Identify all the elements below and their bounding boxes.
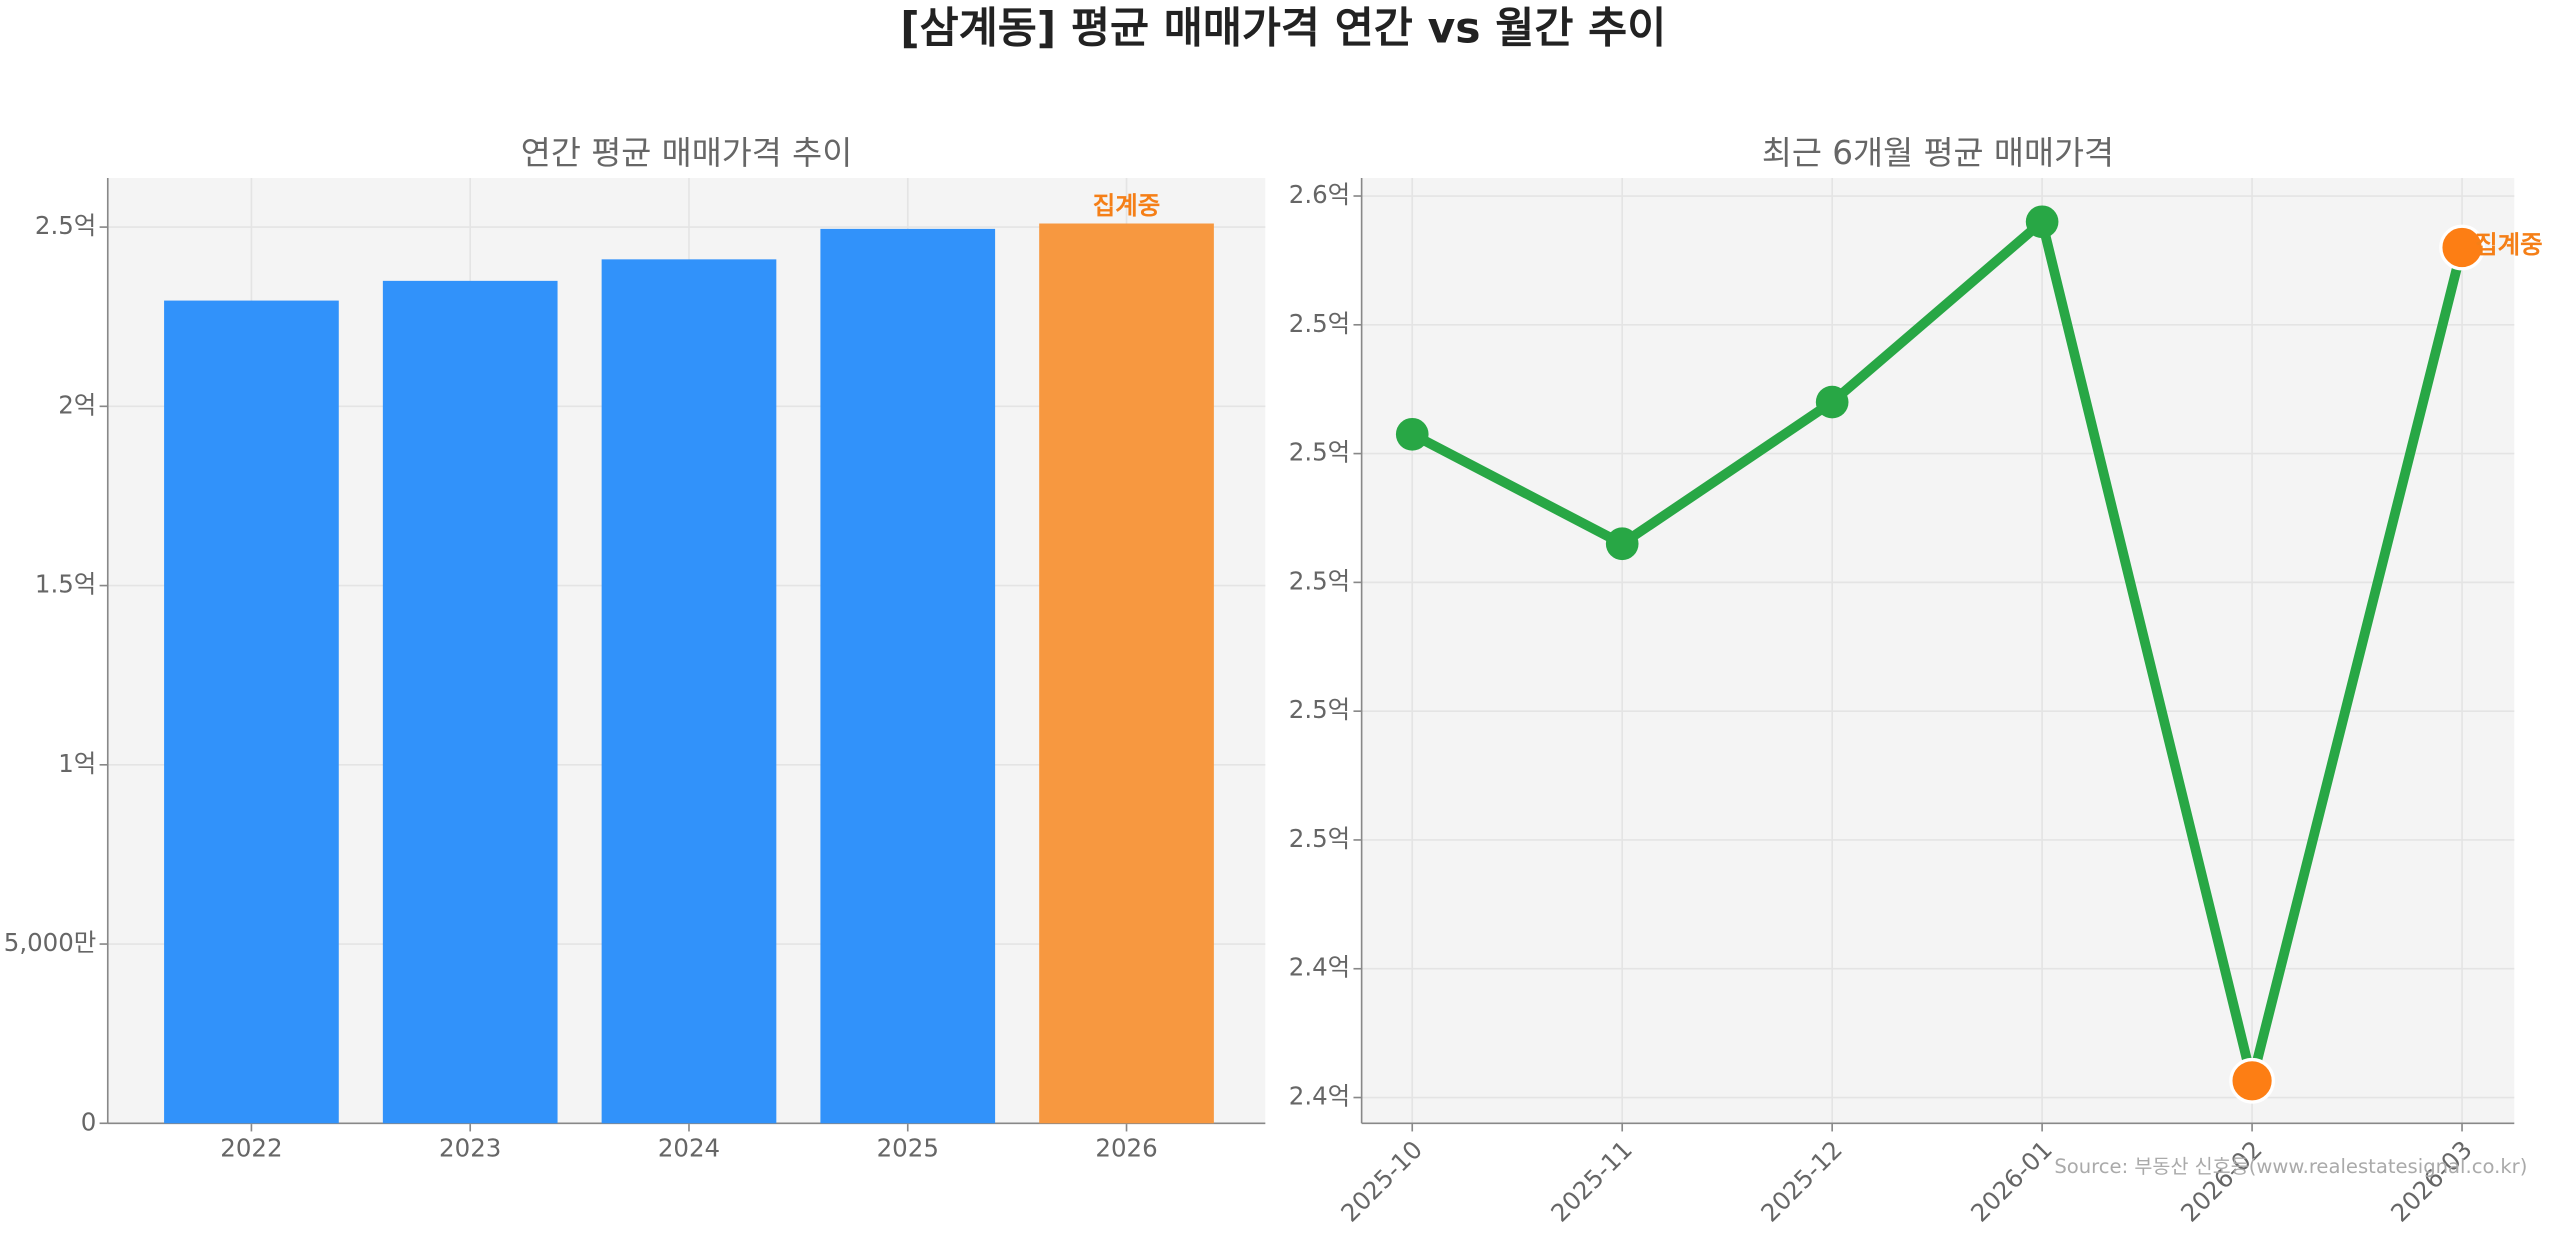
y-tick-label: 2.4억 (1289, 1082, 1350, 1111)
y-tick-label: 2.5억 (1289, 309, 1350, 338)
marker (2229, 1057, 2275, 1104)
y-tick-label: 2.5억 (1289, 566, 1350, 595)
bar (382, 280, 558, 1124)
marker (2439, 224, 2485, 271)
x-tick-label: 2026 (1095, 1133, 1157, 1162)
y-tick-label: 2.6억 (1289, 180, 1350, 209)
source: Source: 부동산 신호등(www.realestatesignal.co.… (2054, 1155, 2527, 1178)
bar (601, 259, 777, 1124)
subplot-title: 최근 6개월 평균 매매가격 (1762, 134, 2114, 172)
line (1409, 216, 2467, 1086)
x-tick-label: 2022 (220, 1133, 282, 1162)
x-tick-label: 2023 (439, 1133, 501, 1162)
bar (1039, 223, 1214, 1124)
y-tick-label: 2.5억 (1289, 824, 1350, 853)
x-tick-label: 2025 (877, 1133, 939, 1162)
marker (2025, 205, 2059, 239)
y-tick-label: 1.5억 (35, 570, 96, 599)
marker (1395, 417, 1429, 451)
figure-title: [삼계동] 평균 매매가격 연간 vs 월간 추이 (900, 5, 1666, 54)
marker (1815, 385, 1849, 419)
y-tick-label: 2.5억 (35, 211, 96, 240)
y-tick-label: 2.4억 (1289, 953, 1350, 982)
bar (164, 300, 339, 1124)
y-tick-label: 5,000만 (4, 928, 97, 957)
bar (820, 228, 996, 1124)
y-tick-label: 2.5억 (1289, 695, 1350, 724)
y-tick-label: 0 (81, 1107, 97, 1136)
y-tick-label: 2억 (58, 390, 96, 419)
y-tick-label: 2.5억 (1289, 438, 1350, 467)
annotation: 집계중 (2475, 230, 2543, 259)
plot-area (1361, 177, 2515, 1124)
annotation: 집계중 (1093, 191, 1161, 220)
y-tick-label: 1억 (58, 749, 96, 778)
subplot-title: 연간 평균 매매가격 추이 (521, 134, 852, 172)
x-tick-label: 2024 (658, 1133, 720, 1162)
marker (1605, 527, 1639, 561)
